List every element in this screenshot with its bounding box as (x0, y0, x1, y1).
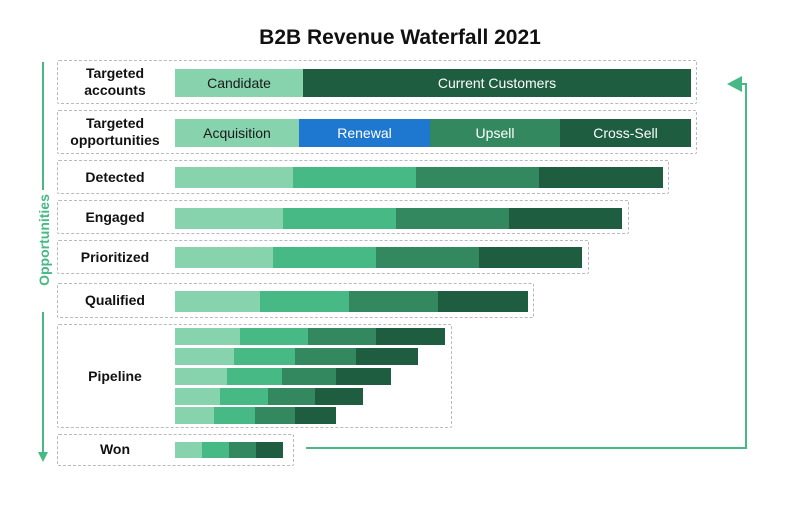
pipeline-seg-acquisition (175, 348, 234, 365)
pipeline-bar (175, 328, 445, 345)
detected-seg-acquisition (175, 167, 293, 188)
pipeline-seg-acquisition (175, 407, 214, 424)
stage-box-prioritized (57, 240, 589, 274)
won-seg-renewal (202, 442, 229, 458)
crosssell-segment: Cross-Sell (560, 119, 691, 147)
pipeline-bar (175, 348, 418, 365)
stage-label-targeted-accounts: Targeted accounts (84, 65, 146, 98)
pipeline-seg-upsell (268, 388, 315, 405)
won-seg-upsell (229, 442, 256, 458)
pipeline-seg-upsell (295, 348, 356, 365)
prioritized-seg-crosssell (479, 247, 582, 268)
qualified-bar (175, 291, 528, 312)
crosssell-label: Cross-Sell (593, 125, 658, 141)
pipeline-seg-upsell (255, 407, 295, 424)
upsell-label: Upsell (475, 125, 515, 141)
qualified-seg-crosssell (438, 291, 528, 312)
pipeline-seg-upsell (282, 368, 336, 385)
stage-label-qualified: Qualified (85, 292, 145, 308)
stage-label-pipeline: Pipeline (88, 368, 142, 384)
renewal-segment: Renewal (299, 119, 430, 147)
pipeline-seg-crosssell (315, 388, 363, 405)
stage-label-prioritized: Prioritized (80, 249, 150, 265)
stage-label-detected: Detected (85, 169, 145, 185)
engaged-bar (175, 208, 622, 229)
stage-box-qualified (57, 283, 534, 318)
acquisition-segment: Acquisition (175, 119, 299, 147)
pipeline-seg-acquisition (175, 328, 240, 345)
candidate-segment: Candidate (175, 69, 303, 97)
down-arrow-head-icon (38, 452, 48, 462)
stage-box-detected (57, 160, 669, 194)
pipeline-seg-acquisition (175, 368, 227, 385)
won-seg-acquisition (175, 442, 202, 458)
pipeline-bar (175, 388, 363, 405)
acquisition-label: Acquisition (203, 125, 271, 141)
engaged-seg-renewal (283, 208, 396, 229)
prioritized-bar (175, 247, 582, 268)
pipeline-seg-crosssell (295, 407, 336, 424)
detected-bar (175, 167, 663, 188)
won-bar (175, 442, 283, 458)
stage-box-targeted-opportunities (57, 110, 697, 154)
prioritized-seg-upsell (376, 247, 479, 268)
feedback-loop-line (306, 83, 747, 449)
won-seg-crosssell (256, 442, 283, 458)
current-customers-label: Current Customers (437, 75, 557, 91)
candidate-label: Candidate (207, 75, 271, 91)
pipeline-seg-renewal (240, 328, 308, 345)
stage-box-pipeline (57, 324, 452, 428)
engaged-seg-upsell (396, 208, 509, 229)
pipeline-bar (175, 368, 391, 385)
stage-label-engaged: Engaged (85, 209, 145, 225)
prioritized-seg-acquisition (175, 247, 273, 268)
engaged-seg-crosssell (509, 208, 622, 229)
engaged-seg-acquisition (175, 208, 283, 229)
pipeline-seg-renewal (234, 348, 295, 365)
pipeline-seg-renewal (220, 388, 268, 405)
pipeline-seg-renewal (214, 407, 255, 424)
pipeline-seg-upsell (308, 328, 376, 345)
stage-box-targeted-accounts (57, 60, 697, 104)
pipeline-seg-acquisition (175, 388, 220, 405)
renewal-label: Renewal (337, 125, 392, 141)
pipeline-seg-crosssell (356, 348, 418, 365)
current-customers-segment: Current Customers (303, 69, 691, 97)
stage-box-won (57, 434, 294, 466)
prioritized-seg-renewal (273, 247, 376, 268)
qualified-seg-renewal (260, 291, 349, 312)
pipeline-bar (175, 407, 336, 424)
qualified-seg-upsell (349, 291, 438, 312)
pipeline-seg-renewal (227, 368, 282, 385)
pipeline-seg-crosssell (336, 368, 391, 385)
stage-box-engaged (57, 200, 629, 234)
page-title: B2B Revenue Waterfall 2021 (259, 26, 541, 49)
left-arrow-head-icon (727, 76, 742, 92)
detected-seg-upsell (416, 167, 539, 188)
stage-label-won: Won (99, 441, 131, 457)
pipeline-seg-crosssell (376, 328, 445, 345)
stage-label-targeted-opportunities: Targeted opportunities (70, 115, 160, 148)
upsell-segment: Upsell (430, 119, 560, 147)
detected-seg-crosssell (539, 167, 663, 188)
detected-seg-renewal (293, 167, 416, 188)
qualified-seg-acquisition (175, 291, 260, 312)
